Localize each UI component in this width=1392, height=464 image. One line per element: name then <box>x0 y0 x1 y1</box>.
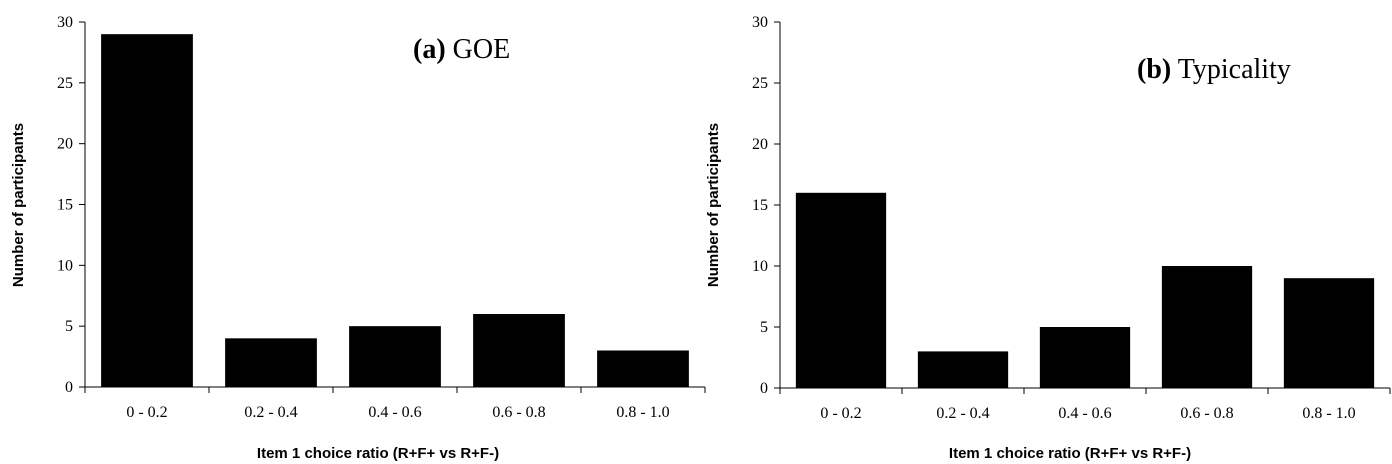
chart-title: (a) GOE <box>413 34 510 65</box>
bar <box>101 34 193 388</box>
x-tick-label: 0.2 - 0.4 <box>244 404 297 421</box>
y-tick-label: 10 <box>57 257 73 274</box>
bar <box>1283 278 1375 388</box>
x-tick-label: 0.8 - 1.0 <box>616 404 669 421</box>
bar <box>1161 266 1253 388</box>
x-tick-label: 0.8 - 1.0 <box>1302 405 1355 422</box>
bar <box>597 350 689 387</box>
chart-title-label: (b) <box>1137 54 1171 85</box>
y-tick-label: 10 <box>752 258 768 275</box>
bar <box>795 192 887 388</box>
x-tick-label: 0.2 - 0.4 <box>936 405 989 422</box>
y-tick-label: 15 <box>57 197 73 214</box>
bar <box>917 351 1009 388</box>
y-axis-title: Number of participants <box>10 123 27 287</box>
chart-title-name: Typicality <box>1171 54 1291 85</box>
y-tick-label: 20 <box>57 136 73 153</box>
x-tick-label: 0.4 - 0.6 <box>368 404 421 421</box>
y-tick-label: 0 <box>65 379 73 396</box>
y-tick-label: 5 <box>760 319 768 336</box>
y-tick-label: 30 <box>57 14 73 31</box>
bar <box>349 326 441 387</box>
chart-title-label: (a) <box>413 34 446 65</box>
chart-title: (b) Typicality <box>1137 54 1291 85</box>
bar <box>225 338 317 387</box>
bar <box>473 314 565 387</box>
chart-panel-goe: Number of participants Item 1 choice rat… <box>10 14 706 462</box>
x-tick-label: 0 - 0.2 <box>820 405 861 422</box>
y-tick-label: 25 <box>57 75 73 92</box>
y-tick-label: 25 <box>752 75 768 92</box>
x-tick-label: 0.6 - 0.8 <box>1180 405 1233 422</box>
chart-panel-typicality: Number of participants Item 1 choice rat… <box>705 14 1391 462</box>
x-tick-label: 0 - 0.2 <box>126 404 167 421</box>
bar <box>1039 327 1131 388</box>
y-tick-label: 5 <box>65 318 73 335</box>
y-axis-title: Number of participants <box>705 123 722 287</box>
x-axis-title: Item 1 choice ratio (R+F+ vs R+F-) <box>257 445 499 462</box>
x-tick-label: 0.4 - 0.6 <box>1058 405 1111 422</box>
y-tick-label: 0 <box>760 380 768 397</box>
y-tick-label: 20 <box>752 136 768 153</box>
chart-title-name: GOE <box>446 34 511 65</box>
x-tick-label: 0.6 - 0.8 <box>492 404 545 421</box>
y-tick-label: 15 <box>752 197 768 214</box>
y-tick-label: 30 <box>752 14 768 31</box>
x-axis-title: Item 1 choice ratio (R+F+ vs R+F-) <box>949 445 1191 462</box>
